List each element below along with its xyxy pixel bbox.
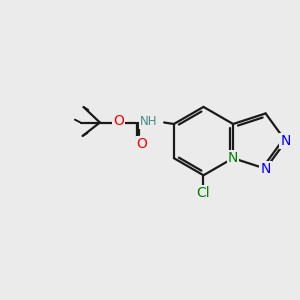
Text: O: O [137, 137, 148, 151]
Text: Cl: Cl [197, 186, 210, 200]
Text: O: O [113, 114, 124, 128]
Text: NH: NH [140, 115, 158, 128]
Text: N: N [260, 162, 271, 176]
Text: N: N [228, 151, 238, 165]
Text: N: N [280, 134, 291, 148]
